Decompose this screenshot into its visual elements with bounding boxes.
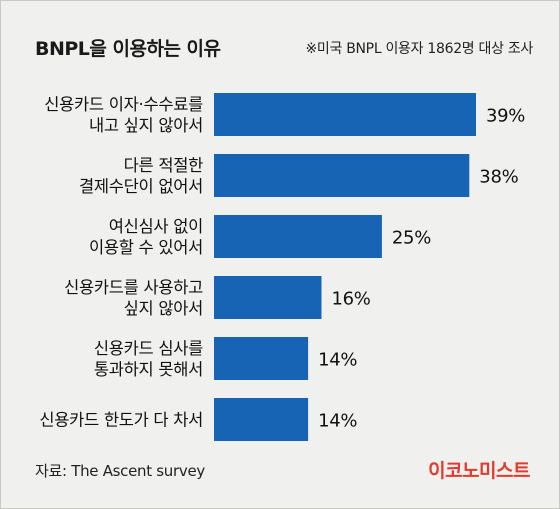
- category-label-2: 여신심사 없이 이용할 수 있어서: [89, 217, 203, 257]
- bar-0: [214, 93, 476, 136]
- value-label-4: 14%: [318, 350, 357, 371]
- survey-note: ※미국 BNPL 이용자 1862명 대상 조사: [305, 41, 533, 57]
- value-label-5: 14%: [318, 411, 357, 432]
- value-label-2: 25%: [392, 228, 431, 249]
- bar-3: [214, 276, 322, 319]
- value-label-3: 16%: [332, 289, 371, 310]
- category-label-4: 신용카드 심사를 통과하지 못해서: [94, 339, 203, 379]
- value-label-1: 38%: [479, 167, 518, 188]
- category-label-5: 신용카드 한도가 다 차서: [39, 411, 203, 430]
- publisher-logo: 이코노미스트: [428, 460, 530, 482]
- bar-2: [214, 215, 382, 258]
- source-note: 자료: The Ascent survey: [35, 462, 205, 480]
- bar-4: [214, 337, 309, 380]
- chart-title: BNPL을 이용하는 이유: [35, 38, 221, 60]
- bar-1: [214, 154, 470, 197]
- bar-5: [214, 398, 309, 441]
- category-label-1: 다른 적절한 결제수단이 없어서: [79, 156, 203, 196]
- category-label-0: 신용카드 이자·수수료를 내고 싶지 않아서: [44, 95, 203, 135]
- value-label-0: 39%: [486, 106, 525, 127]
- category-label-3: 신용카드를 사용하고 싶지 않아서: [64, 278, 203, 318]
